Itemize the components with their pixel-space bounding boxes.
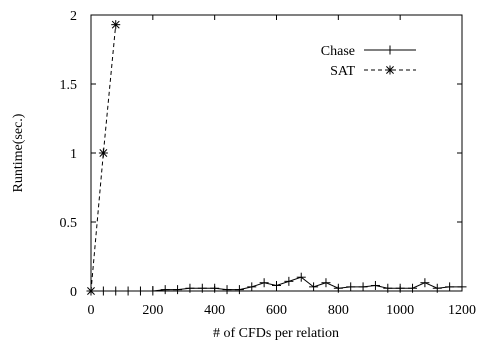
- y-tick-label: 0: [70, 285, 77, 300]
- data-point-chase: [98, 286, 108, 296]
- data-point-chase: [346, 282, 356, 292]
- data-point-chase: [420, 278, 430, 288]
- series-line-sat: [90, 24, 117, 292]
- x-tick-label: 200: [142, 303, 163, 318]
- data-point-chase: [272, 280, 281, 290]
- data-point-chase: [333, 283, 343, 293]
- data-point-chase: [358, 282, 368, 292]
- x-axis-label: # of CFDs per relation: [213, 326, 339, 341]
- data-point-chase: [296, 272, 306, 282]
- data-point-chase: [247, 282, 257, 292]
- x-tick-label: 400: [204, 303, 225, 318]
- legend-sample-sat: [364, 65, 416, 75]
- data-point-chase: [284, 276, 294, 286]
- data-point-chase: [370, 280, 380, 290]
- data-point-chase: [197, 283, 207, 293]
- legend-marker-sat: [385, 65, 395, 75]
- data-point-chase: [111, 286, 121, 296]
- x-tick-label: 0: [88, 303, 95, 318]
- data-point-chase: [408, 283, 418, 293]
- data-point-chase: [445, 282, 455, 292]
- data-point-chase: [457, 282, 467, 292]
- data-point-sat: [111, 20, 121, 30]
- data-point-chase: [234, 285, 244, 295]
- data-point-chase: [210, 283, 220, 293]
- x-tick-label: 800: [328, 303, 349, 318]
- y-tick-label: 1: [70, 147, 77, 162]
- y-tick-label: 2: [70, 9, 77, 24]
- series-layer: [86, 20, 467, 296]
- x-axis-ticks: 0 200 400 600 800 1000 1200: [88, 15, 476, 318]
- data-point-chase: [432, 283, 442, 293]
- data-point-chase: [309, 282, 319, 292]
- data-point-chase: [383, 283, 393, 293]
- data-point-sat: [98, 148, 108, 158]
- x-tick-label: 1000: [386, 303, 414, 318]
- legend-marker-chase: [385, 45, 395, 55]
- y-tick-label: 1.5: [60, 78, 78, 93]
- legend-label-sat: SAT: [330, 64, 355, 79]
- y-axis-label: Runtime(sec.): [11, 113, 26, 192]
- legend: Chase SAT: [321, 44, 416, 79]
- data-point-chase: [135, 286, 145, 296]
- data-point-sat: [86, 286, 96, 296]
- x-tick-label: 600: [266, 303, 287, 318]
- data-point-chase: [222, 285, 232, 295]
- y-tick-label: 0.5: [60, 216, 78, 231]
- x-tick-label: 1200: [448, 303, 476, 318]
- data-point-chase: [395, 283, 405, 293]
- data-point-chase: [173, 285, 183, 295]
- data-point-chase: [259, 278, 269, 288]
- legend-label-chase: Chase: [321, 44, 355, 59]
- data-point-chase: [185, 283, 195, 293]
- legend-sample-chase: [364, 45, 416, 55]
- data-point-chase: [123, 286, 133, 296]
- y-axis-ticks: 0 0.5 1 1.5 2: [60, 9, 462, 300]
- data-point-chase: [321, 278, 331, 288]
- plot-frame: [90, 14, 463, 292]
- data-point-chase: [148, 286, 158, 296]
- data-point-chase: [160, 285, 170, 295]
